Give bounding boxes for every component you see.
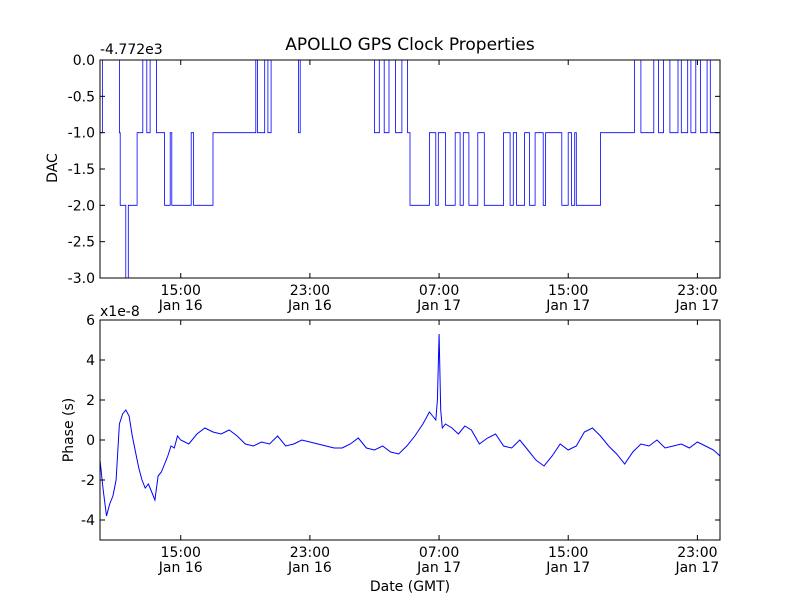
dac-x-tick-time-label: 15:00 [161, 283, 201, 299]
phase-y-tick-label: 2 [86, 393, 95, 409]
phase-x-tick-date-label: Jan 17 [545, 560, 590, 576]
phase-x-tick-date-label: Jan 16 [158, 560, 203, 576]
phase-series-line-0 [99, 333, 721, 517]
dac-y-axis-label: DAC [45, 153, 61, 183]
dac-y-tick-label: -1.5 [68, 162, 95, 178]
dac-x-tick-time-label: 23:00 [677, 283, 717, 299]
phase-offset-label: x1e-8 [100, 304, 140, 320]
dac-y-tick-label: -2.5 [68, 235, 95, 251]
phase-y-axis-label: Phase (s) [61, 398, 77, 462]
dac-x-tick-time-label: 07:00 [419, 283, 459, 299]
phase-y-tick-label: 4 [86, 353, 95, 369]
dac-series-group [100, 59, 720, 279]
phase-y-tick-label: 0 [86, 433, 95, 449]
dac-x-tick-date-label: Jan 17 [674, 298, 719, 314]
dac-plot-frame [99, 59, 721, 279]
dac-y-tick-label: -0.5 [68, 89, 95, 105]
x-axis-label: Date (GMT) [370, 579, 450, 595]
phase-x-tick-date-label: Jan 17 [416, 560, 461, 576]
phase-y-tick-label: -2 [81, 473, 95, 489]
phase-series-group [99, 333, 721, 517]
dac-offset-label: -4.772e3 [100, 42, 163, 58]
dac-series-line-0 [100, 59, 720, 279]
phase-y-tick-label: 6 [86, 313, 95, 329]
dac-x-tick-date-label: Jan 17 [416, 298, 461, 314]
phase-panel: x1e-8 Phase (s) Date (GMT) 6 4 2 0 -2 -4 15:00… [61, 304, 721, 595]
chart-title: APOLLO GPS Clock Properties [285, 35, 535, 55]
phase-x-tick-time-label: 23:00 [677, 545, 717, 561]
phase-x-tick-time-label: 23:00 [290, 545, 330, 561]
dac-x-tick-time-label: 23:00 [290, 283, 330, 299]
phase-x-tick-time-label: 15:00 [161, 545, 201, 561]
phase-x-tick-date-label: Jan 17 [674, 560, 719, 576]
phase-x-tick-time-label: 15:00 [548, 545, 588, 561]
dac-x-tick-date-label: Jan 16 [287, 298, 332, 314]
phase-x-tick-date-label: Jan 16 [287, 560, 332, 576]
dac-y-tick-label: -1.0 [68, 126, 95, 142]
dac-y-tick-label: -3.0 [68, 271, 95, 287]
phase-x-tick-time-label: 07:00 [419, 545, 459, 561]
dac-y-tick-label: -2.0 [68, 198, 95, 214]
dac-x-tick-time-label: 15:00 [548, 283, 588, 299]
dac-panel: APOLLO GPS Clock Properties -4.772e3 DAC… [45, 35, 721, 314]
phase-y-tick-label: -4 [81, 513, 95, 529]
phase-plot-frame [99, 319, 721, 541]
dac-x-tick-date-label: Jan 17 [545, 298, 590, 314]
dac-x-tick-date-label: Jan 16 [158, 298, 203, 314]
dac-y-tick-label: 0.0 [73, 53, 95, 69]
